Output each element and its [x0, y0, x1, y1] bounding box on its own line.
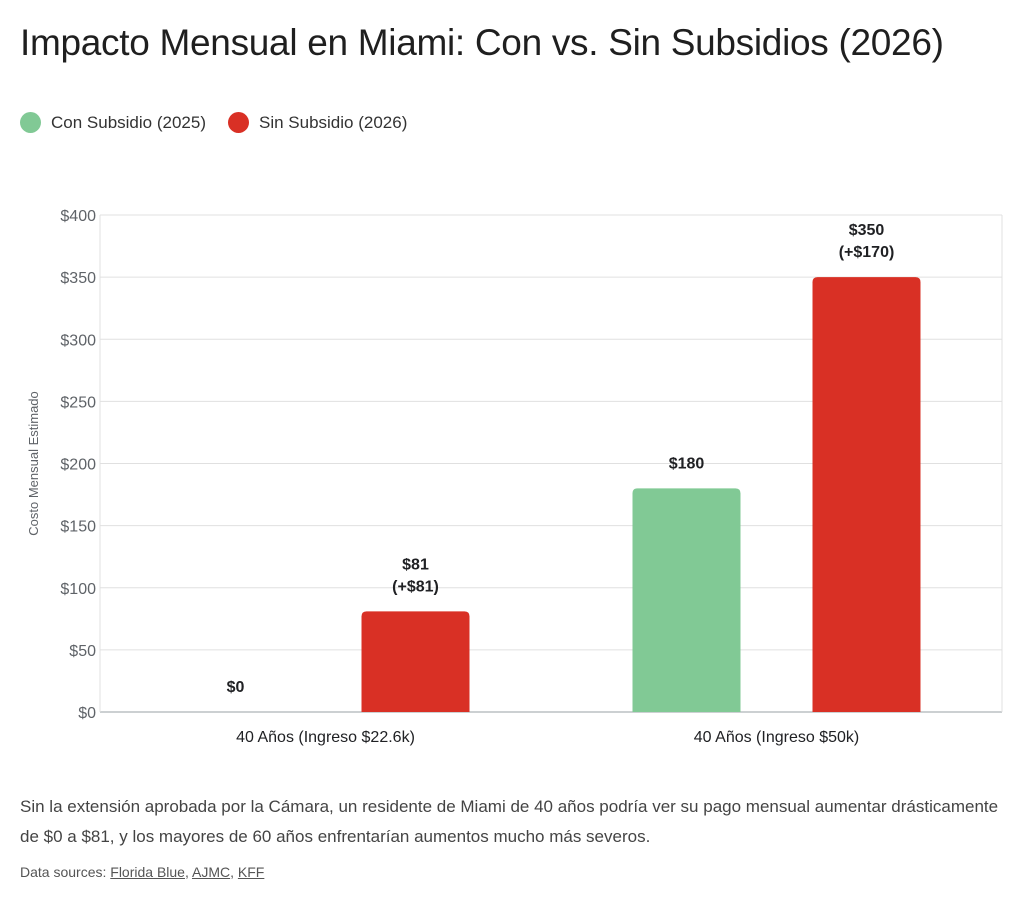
y-tick-label: $100	[60, 581, 96, 598]
bar	[632, 488, 741, 712]
y-axis-label: Costo Mensual Estimado	[26, 391, 41, 536]
bar	[361, 611, 470, 712]
data-label: (+$81)	[392, 578, 439, 595]
y-tick-label: $200	[60, 457, 96, 474]
y-tick-label: $50	[69, 643, 96, 660]
x-tick-label: 40 Años (Ingreso $50k)	[694, 729, 859, 746]
bar	[812, 277, 921, 712]
y-tick-label: $250	[60, 394, 96, 411]
data-label: $0	[227, 679, 245, 696]
legend: Con Subsidio (2025) Sin Subsidio (2026)	[20, 112, 429, 133]
y-tick-label: $300	[60, 332, 96, 349]
y-tick-label: $400	[60, 208, 96, 225]
legend-label: Con Subsidio (2025)	[51, 112, 206, 132]
source-link-florida-blue[interactable]: Florida Blue	[110, 864, 185, 880]
y-tick-label: $150	[60, 519, 96, 536]
y-tick-label: $0	[78, 705, 96, 722]
legend-swatch	[20, 112, 41, 133]
data-label: (+$170)	[839, 244, 895, 261]
sources-label: Data sources:	[20, 864, 107, 880]
source-link-ajmc[interactable]: AJMC	[191, 864, 231, 880]
legend-label: Sin Subsidio (2026)	[258, 112, 408, 132]
legend-swatch	[227, 112, 249, 133]
y-tick-label: $350	[60, 270, 96, 287]
legend-item: Con Subsidio (2025)	[20, 112, 206, 133]
legend-item: Sin Subsidio (2026)	[227, 112, 408, 133]
chart-note: Sin la extensión aprobada por la Cámara,…	[20, 797, 999, 846]
data-label: $350	[849, 222, 885, 239]
data-label: $180	[669, 455, 705, 472]
x-tick-label: 40 Años (Ingreso $22.6k)	[236, 729, 415, 746]
data-label: $81	[402, 556, 429, 573]
chart-title: Impacto Mensual en Miami: Con vs. Sin Su…	[20, 22, 944, 63]
data-sources: Data sources: Florida Blue, AJMC, KFF	[20, 864, 265, 880]
source-link-kff[interactable]: KFF	[237, 864, 265, 880]
